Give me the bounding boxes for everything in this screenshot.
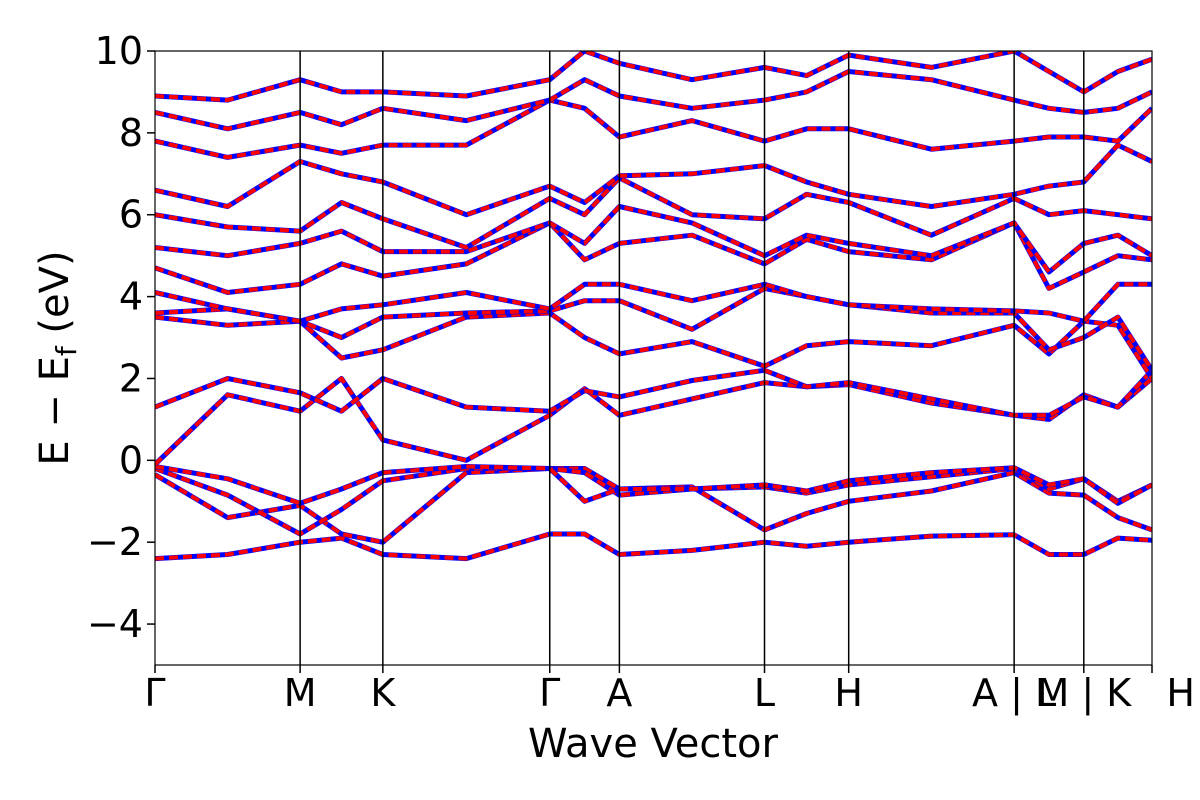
- y-tick-label: 10: [95, 29, 143, 73]
- band-6-series-2: [155, 368, 1152, 418]
- y-axis-title-unit: (eV): [32, 250, 78, 346]
- y-tick-label: 8: [119, 111, 143, 155]
- x-tick-label: Γ: [539, 671, 560, 715]
- y-tick-label: 6: [119, 193, 143, 237]
- y-tick-label: 0: [119, 438, 143, 482]
- x-tick-label: K: [370, 671, 396, 715]
- y-tick-label: −4: [87, 602, 143, 646]
- band-14-series-2: [155, 98, 1152, 160]
- x-tick-label: H: [834, 671, 863, 715]
- band-15-series-2: [155, 69, 1152, 131]
- x-tick-label: M: [284, 671, 317, 715]
- plot-frame: [154, 50, 1153, 666]
- kpath-lines-layer: [299, 51, 1085, 665]
- band-8-series-2: [155, 286, 1152, 372]
- y-axis: −4 −2 0 2 4 6 8 10: [87, 29, 155, 646]
- x-axis: Γ M K Γ A L H A | LM | K H: [144, 665, 1195, 716]
- bands-layer: [155, 51, 1152, 562]
- band-16-series-2: [155, 51, 1152, 103]
- x-tick-label: L: [754, 671, 775, 715]
- x-tick-label: Γ: [144, 671, 165, 715]
- band-1-series-1: [155, 531, 1152, 562]
- y-axis-title-subscript: f: [50, 345, 83, 356]
- band-11-series-2: [155, 204, 1152, 274]
- y-tick-label: 4: [119, 275, 143, 319]
- band-7-series-2: [155, 311, 1152, 380]
- x-tick-label: M | K: [1036, 671, 1132, 716]
- band-5-series-2: [155, 376, 1152, 466]
- band-4-series-2: [155, 464, 1152, 506]
- y-tick-label: −2: [87, 520, 143, 564]
- band-16-series-1: [155, 51, 1152, 103]
- y-tick-label: 2: [119, 356, 143, 400]
- y-axis-title: E − Ef (eV): [32, 250, 83, 465]
- x-axis-title: Wave Vector: [528, 721, 779, 767]
- band-9-series-2: [155, 282, 1152, 324]
- band-13-series-2: [155, 143, 1152, 217]
- band-10-series-2: [155, 220, 1152, 295]
- y-axis-title-main: E − E: [32, 356, 78, 466]
- band-12-series-2: [155, 175, 1152, 250]
- x-tick-label: A: [606, 671, 632, 715]
- x-tick-label: A | L: [972, 671, 1056, 716]
- band-1-series-2: [155, 532, 1152, 561]
- x-tick-label: H: [1166, 671, 1195, 715]
